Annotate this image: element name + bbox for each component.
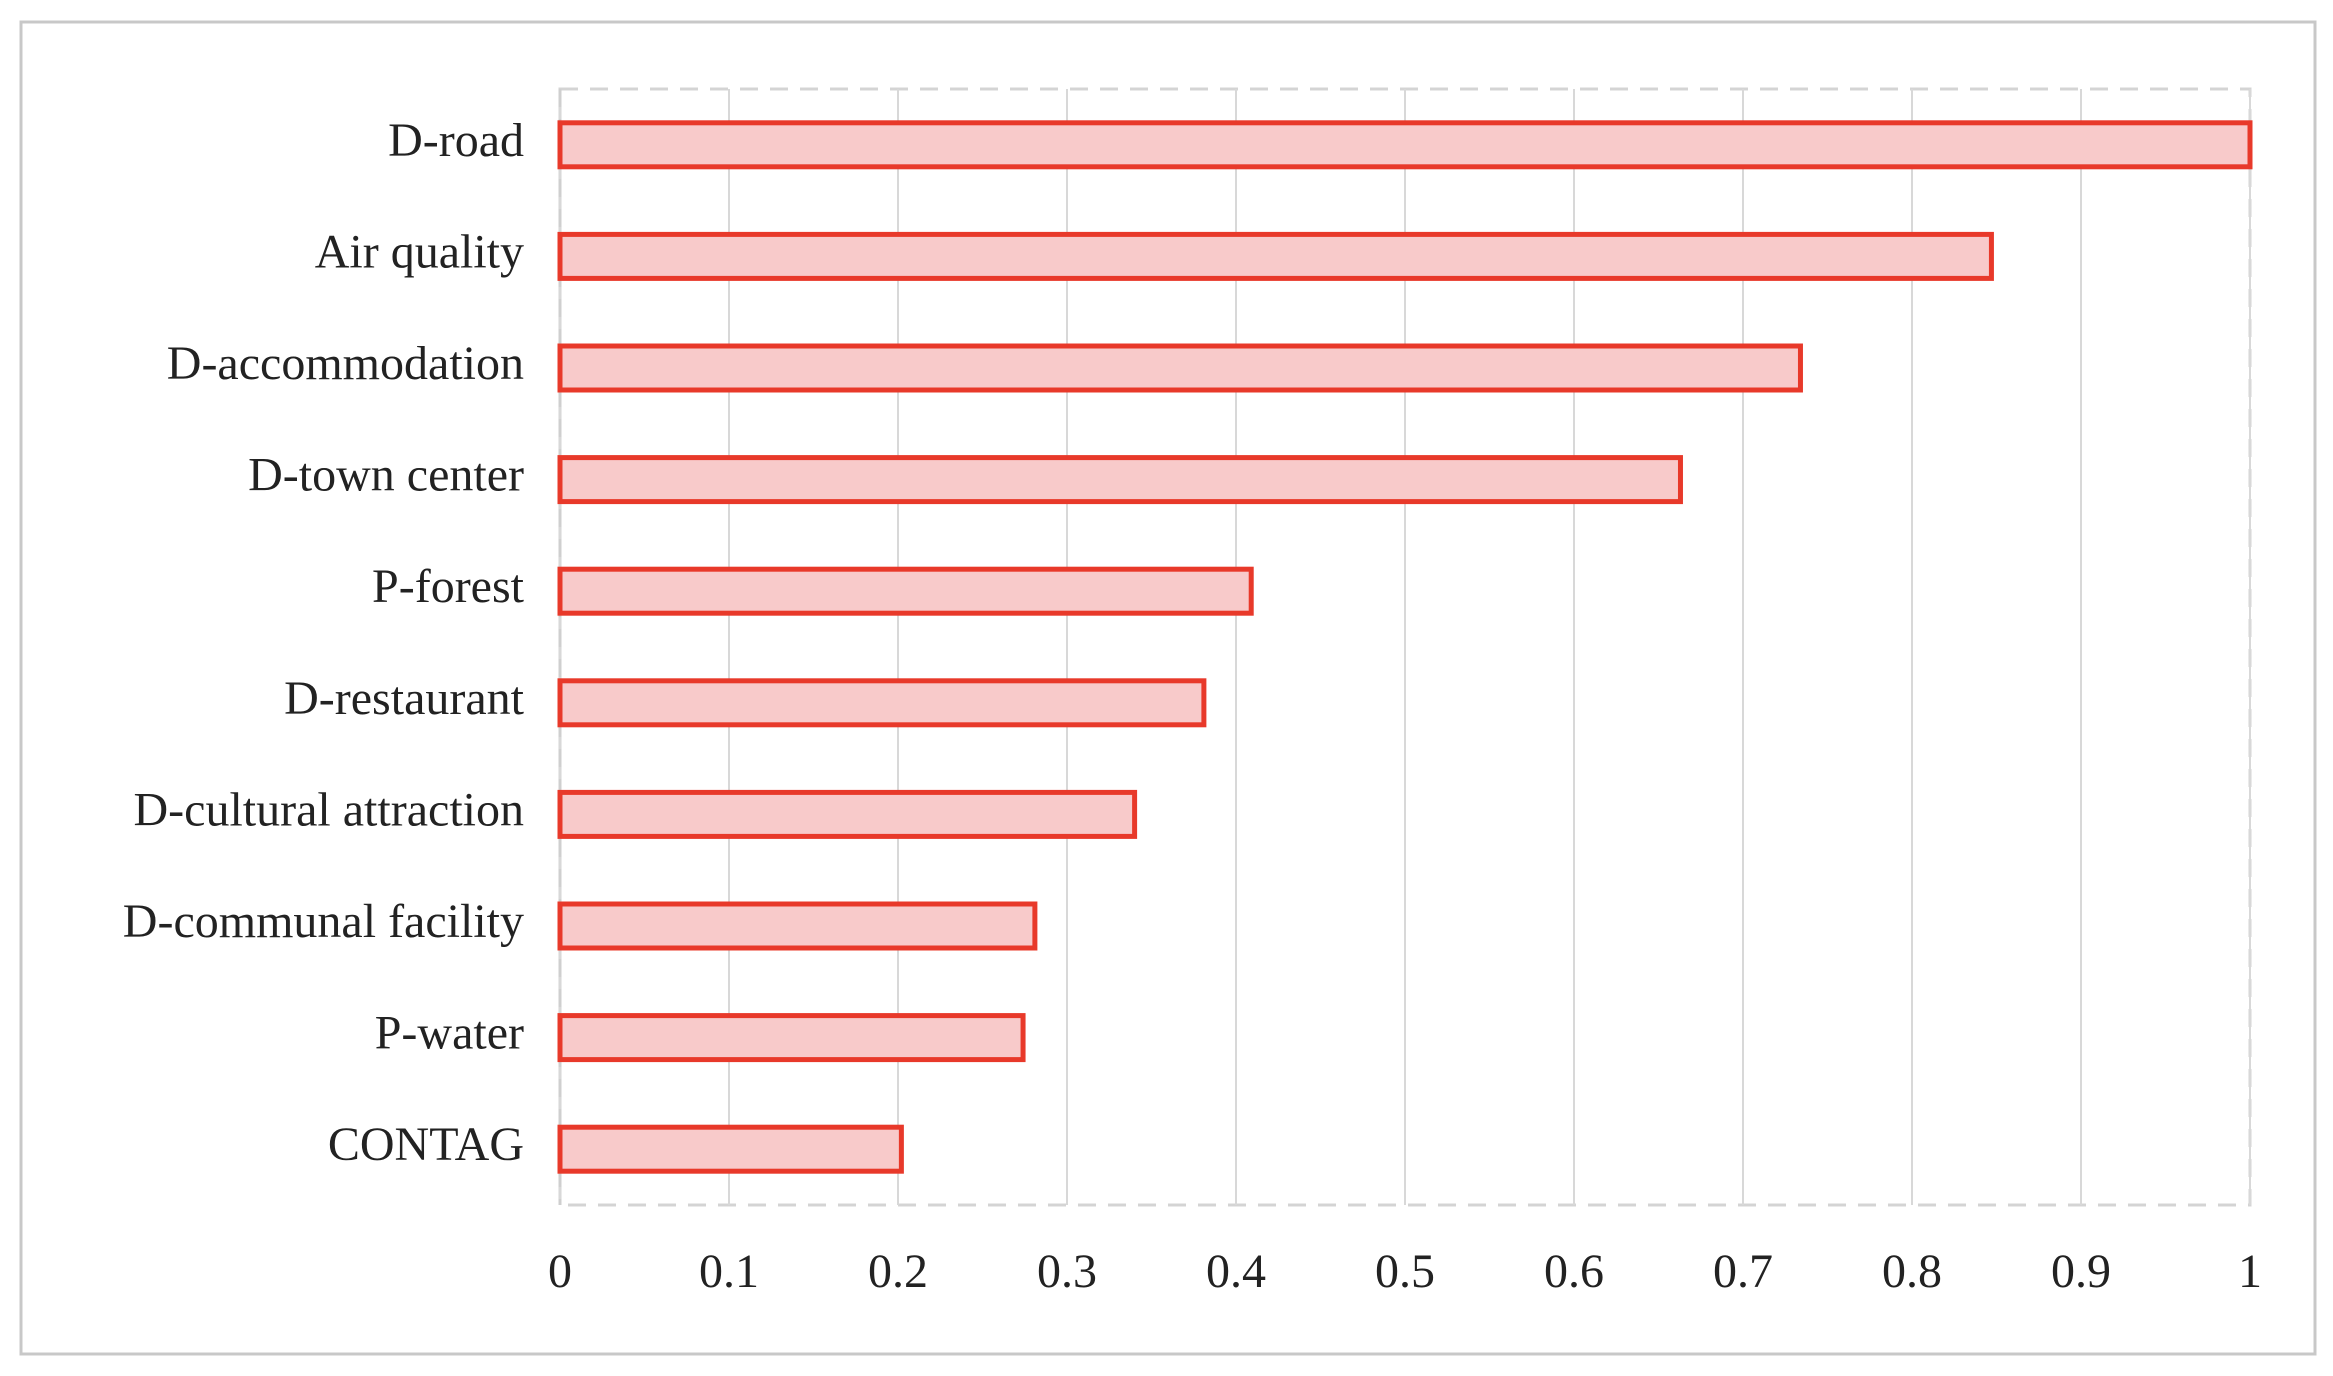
bar	[557, 1124, 904, 1174]
bar	[557, 120, 2253, 170]
y-tick-label: D-cultural attraction	[134, 783, 525, 836]
y-tick-label: CONTAG	[328, 1118, 524, 1171]
x-tick-label: 0.3	[1037, 1245, 1097, 1298]
bar	[557, 566, 1254, 616]
x-tick-label: 0.2	[868, 1245, 928, 1298]
x-tick-label: 0.9	[2051, 1245, 2111, 1298]
y-tick-label: D-restaurant	[284, 672, 525, 725]
bar	[557, 231, 1994, 281]
y-tick-label: P-water	[375, 1007, 524, 1060]
bar	[557, 901, 1038, 951]
bar	[557, 1013, 1026, 1063]
x-tick-label: 0.1	[699, 1245, 759, 1298]
x-tick-label: 1	[2238, 1245, 2262, 1298]
y-tick-label: D-town center	[248, 449, 524, 502]
y-tick-label: D-road	[388, 114, 524, 167]
y-tick-label: D-accommodation	[167, 337, 524, 390]
x-tick-label: 0.8	[1882, 1245, 1942, 1298]
y-tick-label: D-communal facility	[123, 895, 524, 948]
y-tick-label: P-forest	[372, 560, 525, 613]
bar	[557, 343, 1803, 393]
bar	[557, 455, 1683, 505]
x-tick-label: 0.6	[1544, 1245, 1604, 1298]
x-tick-label: 0.5	[1375, 1245, 1435, 1298]
x-tick-label: 0	[548, 1245, 572, 1298]
bar	[557, 678, 1207, 728]
y-tick-label: Air quality	[315, 225, 524, 278]
bar	[557, 789, 1138, 839]
x-tick-label: 0.7	[1713, 1245, 1773, 1298]
x-tick-label: 0.4	[1206, 1245, 1266, 1298]
